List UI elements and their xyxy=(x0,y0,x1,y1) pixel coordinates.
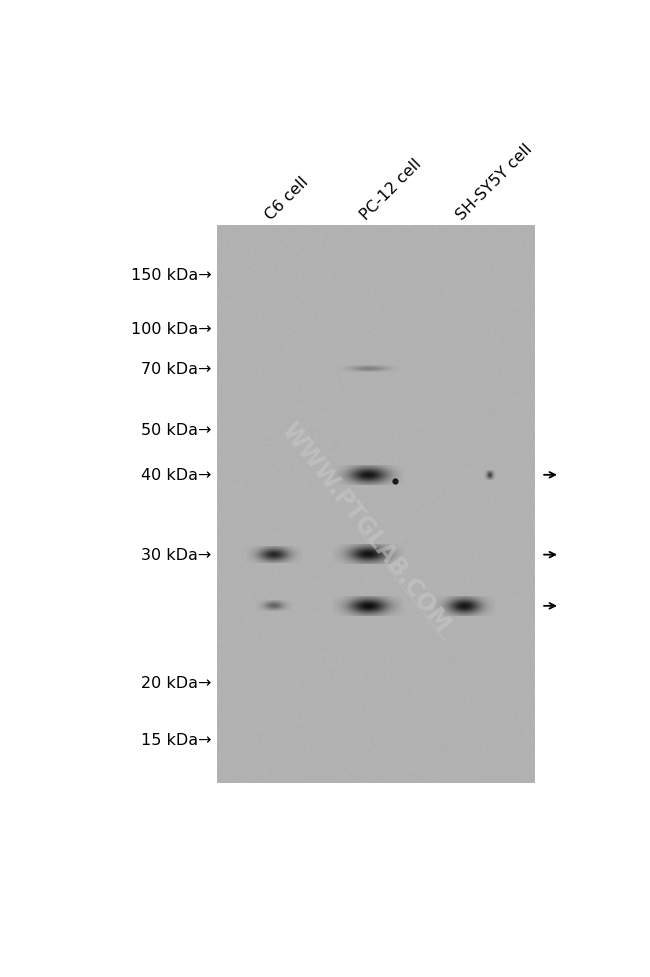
Text: 30 kDa→: 30 kDa→ xyxy=(141,547,211,563)
Text: 100 kDa→: 100 kDa→ xyxy=(131,321,211,337)
Text: WWW.PTGLAB.COM: WWW.PTGLAB.COM xyxy=(277,418,455,636)
Text: 150 kDa→: 150 kDa→ xyxy=(131,268,211,282)
Text: 20 kDa→: 20 kDa→ xyxy=(141,675,211,691)
Text: 70 kDa→: 70 kDa→ xyxy=(141,361,211,377)
Text: PC-12 cell: PC-12 cell xyxy=(358,155,424,223)
Text: SH-SY5Y cell: SH-SY5Y cell xyxy=(454,141,535,223)
Text: 40 kDa→: 40 kDa→ xyxy=(141,468,211,483)
Text: C6 cell: C6 cell xyxy=(262,174,311,223)
Text: 50 kDa→: 50 kDa→ xyxy=(141,423,211,438)
Text: 15 kDa→: 15 kDa→ xyxy=(140,732,211,746)
